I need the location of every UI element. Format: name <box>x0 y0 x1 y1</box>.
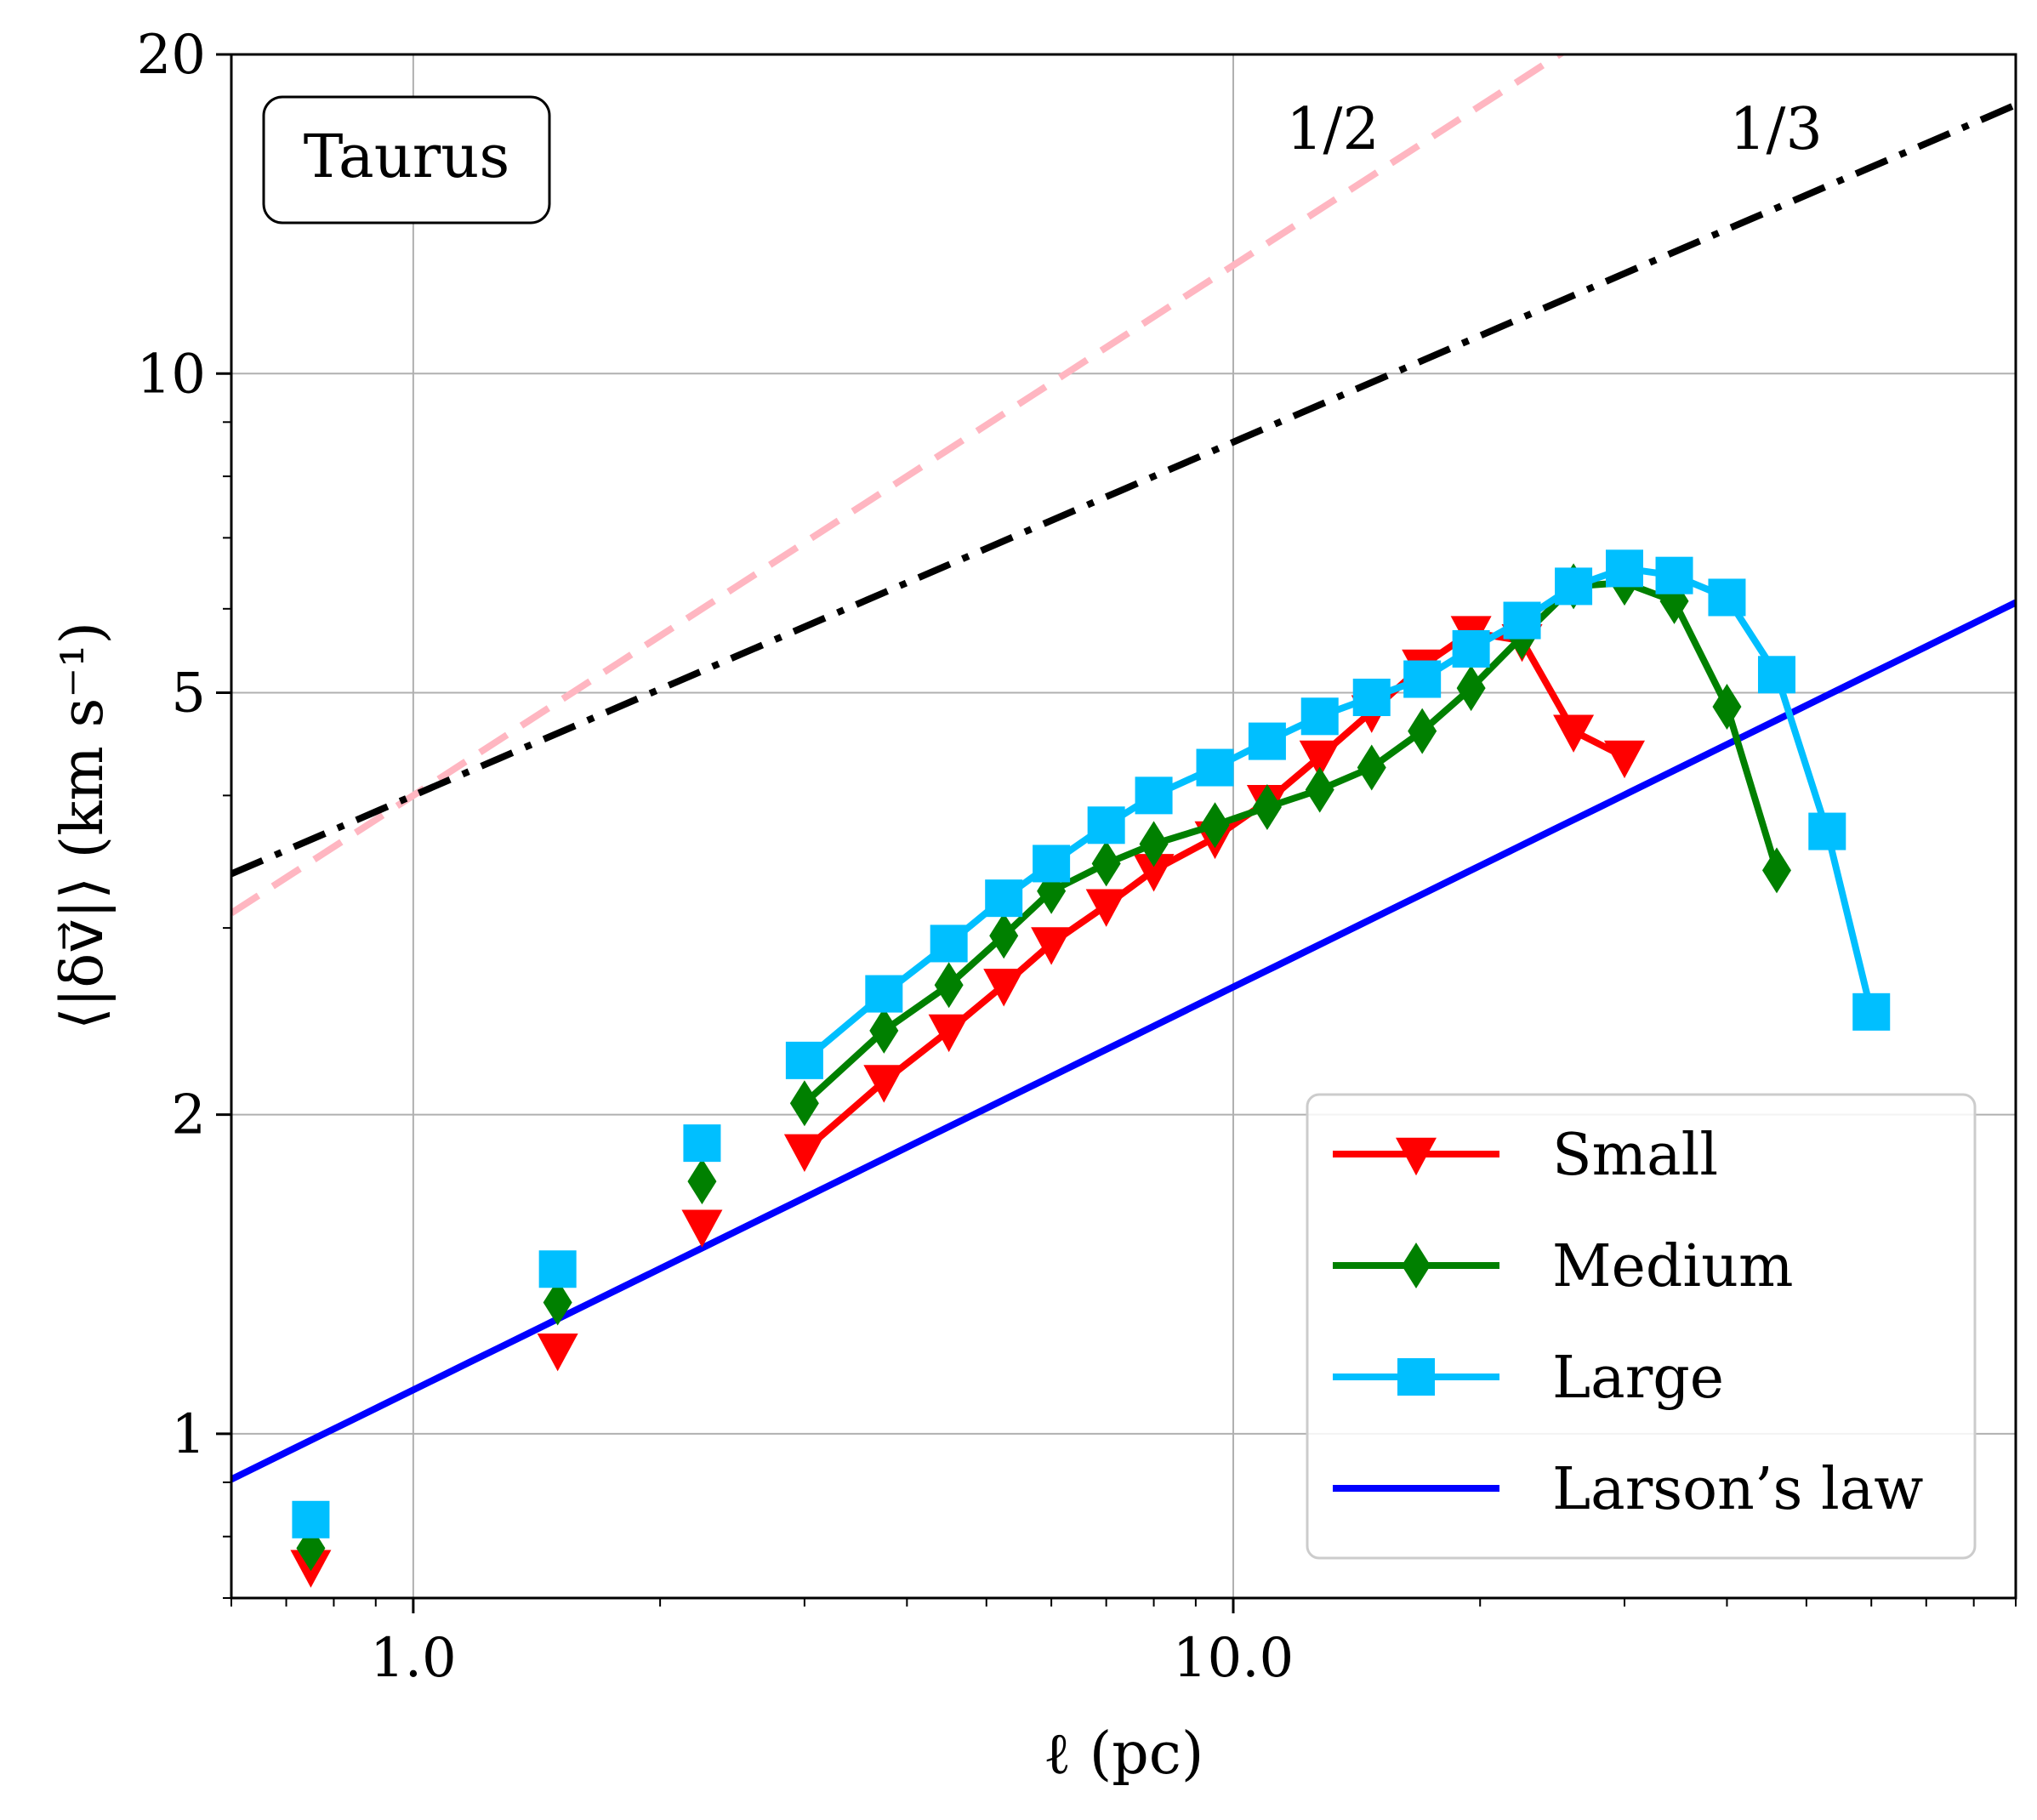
legend-frame <box>1306 1093 1977 1560</box>
large-point <box>1503 601 1541 640</box>
y-axis-label: ⟨|δv⃗|⟩ (km s⁻¹) <box>49 622 117 1030</box>
y-tick-label: 10 <box>137 343 206 406</box>
small-point <box>1031 927 1073 965</box>
legend-marker-small <box>1396 1137 1437 1176</box>
x-axis-label: ℓ (pc) <box>1044 1720 1204 1788</box>
x-tick-label: 1.0 <box>370 1627 457 1690</box>
small-point <box>1133 854 1175 892</box>
medium-point <box>1091 840 1121 887</box>
large-scatter-point <box>292 1500 330 1538</box>
annotation-half: 1/2 <box>1286 96 1379 163</box>
large-point <box>1135 776 1173 815</box>
legend-marker-medium <box>1402 1243 1431 1288</box>
large-point <box>1033 845 1071 883</box>
medium-point <box>1456 665 1486 712</box>
larson-law-line <box>231 599 2016 1482</box>
large-point <box>1555 567 1593 606</box>
medium-point <box>1200 802 1230 849</box>
medium-point <box>1357 744 1386 791</box>
large-scatter-point <box>538 1250 577 1288</box>
plot-frame <box>230 53 2017 1600</box>
small-point <box>928 1014 970 1053</box>
data-series <box>231 549 2016 1588</box>
medium-point <box>869 1007 899 1054</box>
medium-point <box>1139 821 1169 867</box>
large-point <box>785 1041 823 1079</box>
large-point <box>1196 748 1234 787</box>
large-point <box>1757 656 1795 694</box>
axis-ticks: 1.0 10.0 1 2 5 10 20 <box>137 24 2017 1690</box>
medium-point <box>1252 784 1282 831</box>
small-scatter-point <box>681 1209 723 1248</box>
large-point <box>1352 678 1391 716</box>
large-point <box>1248 722 1286 760</box>
legend-label-medium: Medium <box>1552 1233 1793 1300</box>
large-point <box>930 924 968 963</box>
large-point <box>1403 660 1442 698</box>
large-point <box>1808 812 1846 850</box>
large-point <box>1655 556 1693 594</box>
small-point <box>1299 740 1340 779</box>
y-tick-label: 1 <box>171 1403 206 1466</box>
medium-point <box>789 1080 819 1127</box>
medium-point <box>1712 684 1742 731</box>
large-point <box>1452 629 1490 668</box>
medium-point <box>934 962 964 1009</box>
small-point <box>783 1134 825 1173</box>
large-point <box>985 879 1023 918</box>
medium-scatter-point <box>687 1158 717 1205</box>
reference-line-slope-third <box>231 101 2016 878</box>
legend-label-small: Small <box>1552 1122 1718 1189</box>
medium-point <box>1305 766 1334 813</box>
reference-line-slope-half <box>231 54 1566 916</box>
large-point <box>1708 578 1746 617</box>
y-tick-label: 5 <box>171 663 206 725</box>
large-point <box>1300 697 1339 736</box>
y-tick-label: 20 <box>137 24 206 87</box>
y-tick-label: 2 <box>171 1084 206 1147</box>
x-tick-label: 10.0 <box>1173 1627 1294 1690</box>
medium-scatter-point <box>543 1279 572 1326</box>
medium-point <box>1408 708 1437 754</box>
large-point <box>865 975 903 1013</box>
legend-label-larson-s-law: Larson’s law <box>1552 1456 1923 1523</box>
medium-point <box>1761 847 1791 894</box>
small-scatter-point <box>537 1333 578 1372</box>
large-point <box>1606 549 1644 588</box>
small-point <box>1553 714 1595 753</box>
small-point <box>1604 740 1646 779</box>
reference-lines <box>231 54 2016 916</box>
panel-label: Taurus <box>304 122 510 191</box>
annotation-third: 1/3 <box>1729 96 1822 163</box>
large-point <box>1852 992 1891 1031</box>
legend: Small Medium Large Larson’s law <box>1306 1093 1977 1560</box>
legend-label-large: Large <box>1552 1345 1724 1412</box>
large-point <box>1087 806 1125 845</box>
legend-marker-large <box>1397 1358 1435 1396</box>
panel-label-box: Taurus <box>262 95 551 225</box>
large-scatter-point <box>683 1124 721 1163</box>
medium-point <box>989 913 1019 959</box>
small-point <box>863 1065 905 1103</box>
small-point <box>1085 889 1127 927</box>
small-point <box>983 969 1025 1007</box>
